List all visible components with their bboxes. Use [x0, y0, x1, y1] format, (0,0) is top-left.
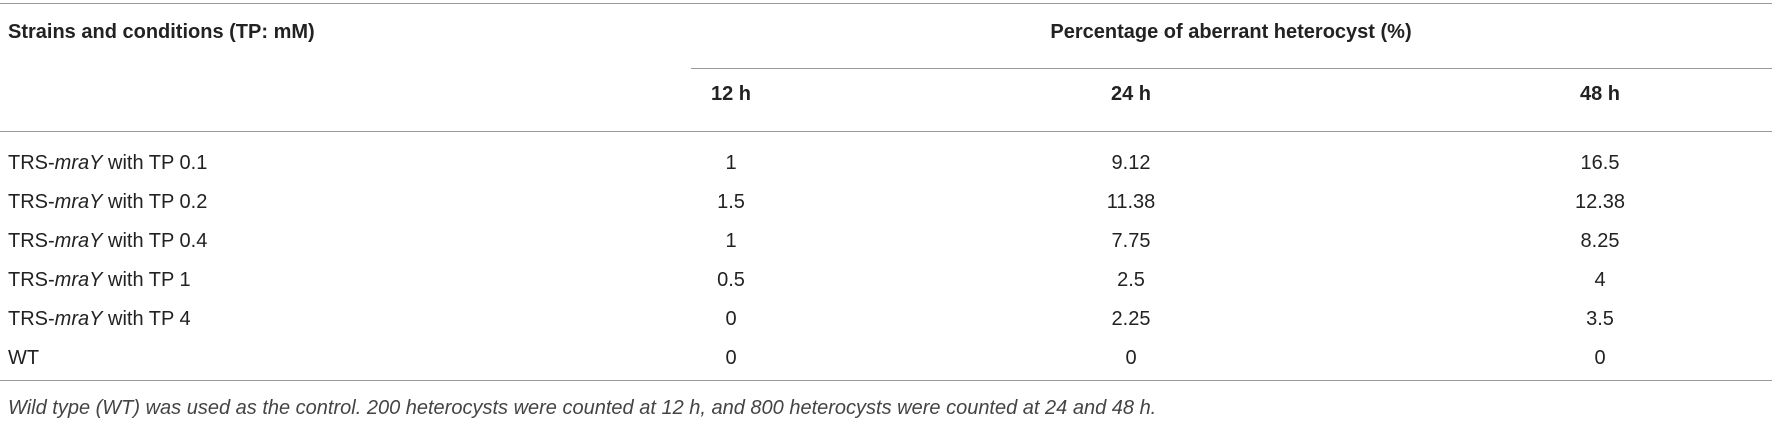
table-footnote: Wild type (WT) was used as the control. … — [8, 397, 1157, 419]
strain-condition: with TP 4 — [102, 308, 191, 330]
header-48h: 48 h — [1579, 83, 1621, 105]
value-cell: 0 — [1594, 347, 1606, 369]
value-cell: 8.25 — [1580, 230, 1620, 252]
header-bottom-rule — [0, 131, 1772, 132]
table-top-rule — [0, 3, 1772, 4]
value-cell: 2.25 — [1111, 308, 1151, 330]
strain-condition: with TP 1 — [102, 269, 191, 291]
row-strain-label: TRS-mraY with TP 0.4 — [8, 229, 207, 253]
value-cell: 7.75 — [1111, 230, 1151, 252]
row-strain-label: TRS-mraY with TP 1 — [8, 268, 191, 292]
row-strain-label: TRS-mraY with TP 4 — [8, 307, 191, 331]
row-strain-label: TRS-mraY with TP 0.2 — [8, 190, 207, 214]
strain-prefix: TRS- — [8, 308, 55, 330]
value-cell: 0 — [725, 308, 737, 330]
strain-condition: with TP 0.4 — [102, 230, 208, 252]
header-24h: 24 h — [1110, 83, 1152, 105]
value-cell: 11.38 — [1106, 191, 1156, 213]
strain-gene: mraY — [54, 152, 103, 174]
value-cell: 1 — [725, 152, 737, 174]
strain-prefix: TRS- — [8, 269, 55, 291]
strain-prefix: TRS- — [8, 230, 55, 252]
strain-gene: mraY — [54, 269, 103, 291]
value-cell: 12.38 — [1574, 191, 1626, 213]
value-cell: 0 — [1125, 347, 1137, 369]
value-cell: 0.5 — [717, 269, 745, 291]
value-cell: 16.5 — [1580, 152, 1620, 174]
strain-gene: mraY — [54, 230, 103, 252]
strain-prefix: TRS- — [8, 191, 55, 213]
header-group-label: Percentage of aberrant heterocyst (%) — [1050, 21, 1412, 43]
group-header-rule — [691, 68, 1772, 69]
row-strain-label: TRS-mraY with TP 0.1 — [8, 151, 207, 175]
value-cell: 4 — [1594, 269, 1606, 291]
value-cell: 9.12 — [1111, 152, 1151, 174]
value-cell: 1 — [725, 230, 737, 252]
strain-prefix: TRS- — [8, 152, 55, 174]
strain-prefix: WT — [8, 347, 40, 369]
value-cell: 2.5 — [1117, 269, 1145, 291]
table-bottom-rule — [0, 380, 1772, 381]
value-cell: 1.5 — [717, 191, 745, 213]
strain-condition: with TP 0.2 — [102, 191, 208, 213]
value-cell: 3.5 — [1586, 308, 1614, 330]
strain-gene: mraY — [54, 191, 103, 213]
header-strain-column: Strains and conditions (TP: mM) — [8, 21, 315, 43]
strain-condition: with TP 0.1 — [102, 152, 208, 174]
row-strain-label: WT — [8, 346, 39, 370]
header-12h: 12 h — [710, 83, 752, 105]
value-cell: 0 — [725, 347, 737, 369]
strain-gene: mraY — [54, 308, 103, 330]
